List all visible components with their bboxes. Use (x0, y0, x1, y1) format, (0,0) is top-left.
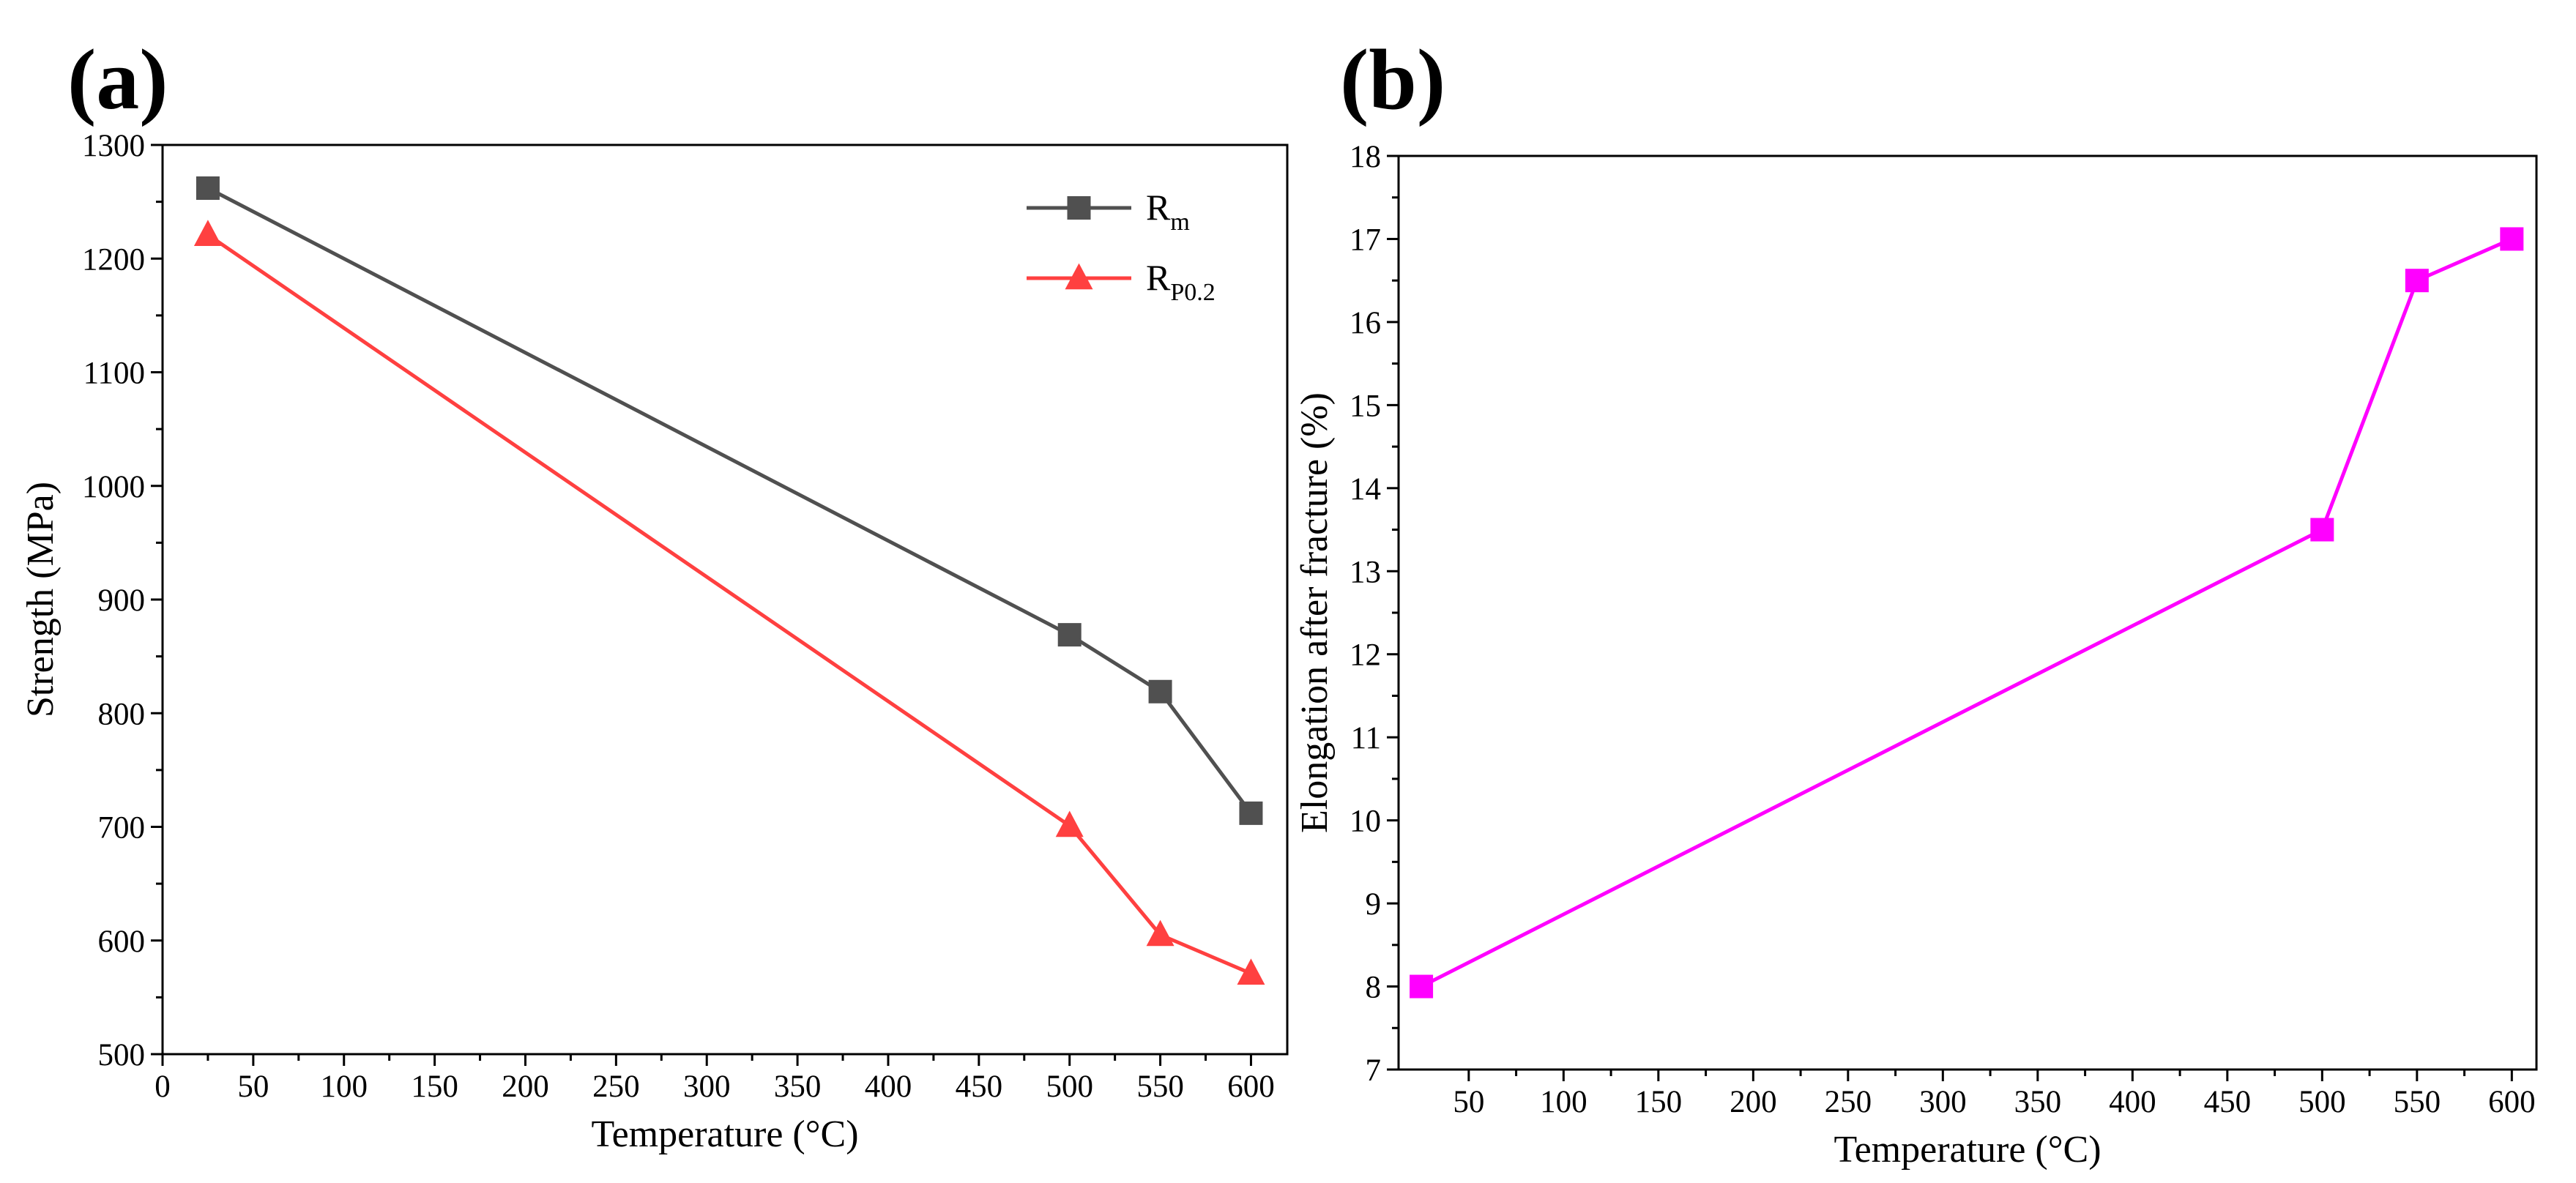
x-tick-label: 250 (592, 1070, 640, 1104)
panel-label: (a) (67, 31, 168, 127)
y-tick-label: 1000 (82, 470, 145, 504)
y-tick-label: 11 (1351, 721, 1381, 755)
y-axis-label: Strength (MPa) (20, 482, 62, 717)
series-line-rm (206, 186, 1253, 815)
y-tick-label: 17 (1350, 223, 1381, 257)
x-tick-label: 500 (2298, 1085, 2346, 1119)
x-tick-label: 450 (956, 1070, 1003, 1104)
legend-marker (1065, 263, 1093, 290)
y-tick-label: 1100 (83, 357, 145, 391)
y-tick-label: 800 (98, 697, 146, 731)
y-tick-label: 10 (1350, 805, 1381, 839)
legend-label: RP0.2 (1146, 257, 1216, 306)
data-point (2500, 227, 2524, 251)
data-point (1410, 974, 1434, 999)
x-tick-label: 400 (865, 1070, 912, 1104)
y-tick-label: 8 (1366, 971, 1382, 1005)
data-point (1239, 801, 1263, 825)
y-tick-label: 16 (1350, 306, 1381, 340)
series-line-elongation (1420, 237, 2513, 988)
data-point (1148, 679, 1172, 704)
x-tick-label: 350 (2014, 1085, 2062, 1119)
x-tick-label: 600 (1227, 1070, 1275, 1104)
y-tick-label: 14 (1350, 472, 1381, 507)
x-tick-label: 550 (1136, 1070, 1184, 1104)
data-point (2310, 518, 2334, 542)
y-tick-label: 1200 (82, 242, 145, 277)
x-tick-label: 0 (155, 1070, 171, 1104)
x-tick-label: 300 (1919, 1085, 1967, 1119)
x-axis-label: Temperature (°C) (591, 1113, 858, 1155)
x-axis-label: Temperature (°C) (1834, 1129, 2101, 1171)
y-tick-label: 9 (1366, 887, 1382, 922)
x-tick-label: 500 (1046, 1070, 1093, 1104)
x-tick-label: 150 (411, 1070, 458, 1104)
panel-label: (b) (1340, 31, 1445, 127)
y-tick-label: 18 (1350, 140, 1381, 174)
y-tick-label: 13 (1350, 555, 1381, 589)
y-axis-label: Elongation after fracture (%) (1294, 392, 1336, 833)
plot-frame (161, 143, 1289, 1056)
x-tick-label: 450 (2204, 1085, 2252, 1119)
x-tick-label: 100 (320, 1070, 368, 1104)
x-tick-label: 200 (502, 1070, 549, 1104)
series-line-rp02 (206, 233, 1252, 976)
y-tick-label: 7 (1366, 1053, 1382, 1088)
x-tick-label: 50 (1453, 1085, 1484, 1119)
legend-marker (1067, 196, 1091, 220)
y-tick-label: 500 (98, 1038, 146, 1072)
x-tick-label: 250 (1825, 1085, 1872, 1119)
y-tick-label: 600 (98, 925, 146, 959)
y-tick-label: 1300 (82, 129, 145, 163)
panel-b-chart: (b) 50 100 150 200 250 300 350 400 450 500 550 600 7 8… (1294, 31, 2538, 1171)
y-tick-label: 700 (98, 811, 146, 846)
plot-frame (1397, 154, 2538, 1071)
x-tick-label: 300 (683, 1070, 731, 1104)
x-tick-label: 150 (1635, 1085, 1683, 1119)
legend-label: Rm (1146, 187, 1190, 236)
x-tick-label: 400 (2109, 1085, 2156, 1119)
data-point (1146, 919, 1175, 947)
x-tick-label: 550 (2394, 1085, 2441, 1119)
data-point (1237, 958, 1265, 985)
data-point (2405, 269, 2429, 293)
x-tick-label: 200 (1730, 1085, 1777, 1119)
y-tick-label: 900 (98, 583, 146, 618)
data-point (193, 220, 222, 246)
x-tick-label: 50 (237, 1070, 269, 1104)
y-tick-label: 12 (1350, 638, 1381, 673)
data-point (1055, 810, 1084, 837)
x-tick-label: 600 (2488, 1085, 2536, 1119)
data-point (196, 176, 220, 200)
panel-a-chart: (a) 0 50 100 150 200 250 300 350 400 450 500 550 600 5… (20, 31, 1289, 1155)
data-point (1057, 623, 1082, 647)
x-tick-label: 350 (774, 1070, 822, 1104)
y-tick-label: 15 (1350, 389, 1381, 423)
x-tick-label: 100 (1540, 1085, 1587, 1119)
